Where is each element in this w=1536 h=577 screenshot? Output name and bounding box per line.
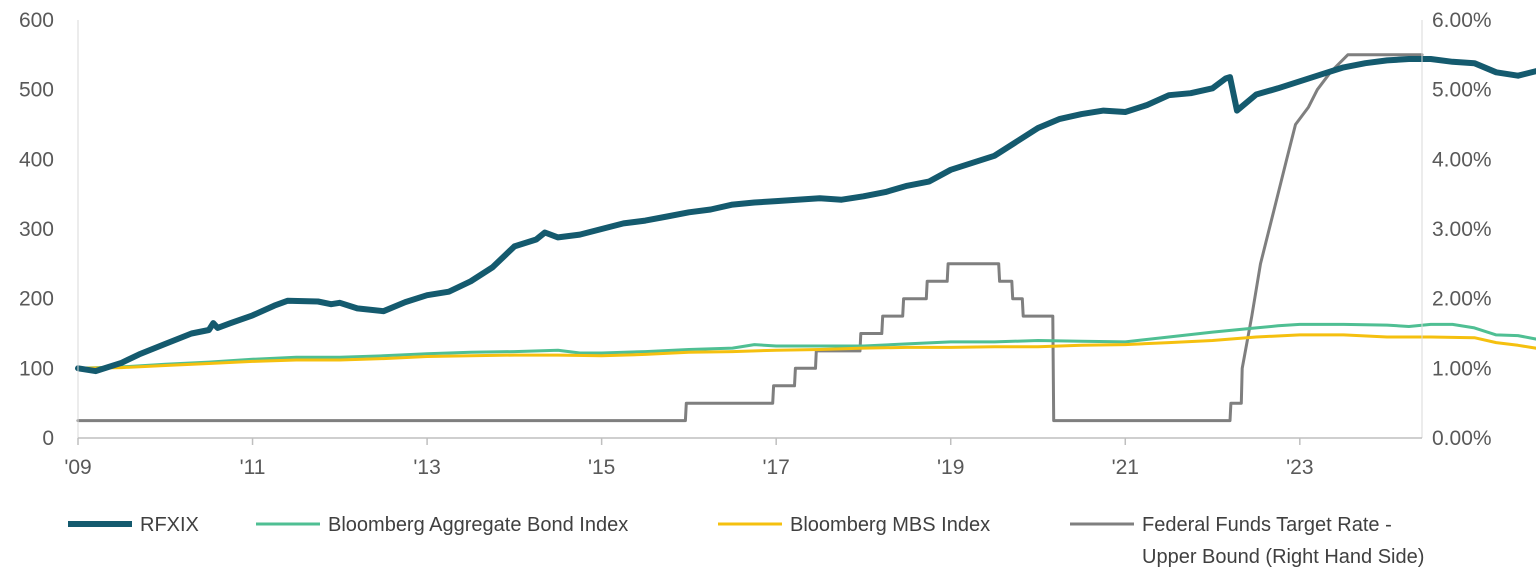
x-tick-label: '23: [1286, 456, 1313, 479]
legend-label: Bloomberg Aggregate Bond Index: [328, 514, 628, 536]
x-tick-label: '15: [588, 456, 615, 479]
right-tick-label: 0.00%: [1432, 427, 1492, 450]
legend-label: Upper Bound (Right Hand Side): [1142, 546, 1424, 568]
legend-label: Federal Funds Target Rate -: [1142, 514, 1392, 536]
left-axis: 0 100 200 300 400 500 600: [19, 9, 79, 450]
series-line-bloomberg-aggregate-bond-index: [76, 322, 1536, 370]
right-axis: 0.00% 1.00% 2.00% 3.00% 4.00% 5.00% 6.00%: [1421, 9, 1492, 450]
left-tick-label: 0: [42, 427, 54, 450]
x-tick-label: '21: [1112, 456, 1139, 479]
x-axis: '09 '11 '13 '15 '17 '19 '21 '23: [64, 437, 1422, 479]
right-tick-label: 5.00%: [1432, 79, 1492, 102]
right-tick-label: 6.00%: [1432, 9, 1492, 32]
legend: RFXIX Bloomberg Aggregate Bond Index Bloom…: [68, 514, 1424, 568]
x-tick-label: '13: [413, 456, 440, 479]
x-tick-label: '09: [64, 456, 91, 479]
plot-area: [75, 53, 1536, 423]
legend-label: Bloomberg MBS Index: [790, 514, 990, 536]
legend-label: RFXIX: [140, 514, 199, 536]
left-tick-label: 300: [19, 218, 54, 241]
series-line-rfxix: [75, 56, 1536, 375]
left-tick-label: 600: [19, 9, 54, 32]
right-tick-label: 3.00%: [1432, 218, 1492, 241]
left-tick-label: 500: [19, 79, 54, 102]
right-tick-label: 4.00%: [1432, 148, 1492, 171]
series-line-federal-funds-target-rate-upper-bound-right-hand-side: [76, 53, 1424, 423]
x-tick-label: '11: [240, 456, 266, 479]
x-tick-label: '19: [937, 456, 964, 479]
left-tick-label: 400: [19, 148, 54, 171]
left-tick-label: 100: [19, 357, 54, 380]
right-tick-label: 1.00%: [1432, 357, 1492, 380]
right-tick-label: 2.00%: [1432, 288, 1492, 311]
x-tick-label: '17: [762, 456, 789, 479]
series-line-bloomberg-mbs-index: [76, 333, 1536, 370]
left-tick-label: 200: [19, 288, 54, 311]
